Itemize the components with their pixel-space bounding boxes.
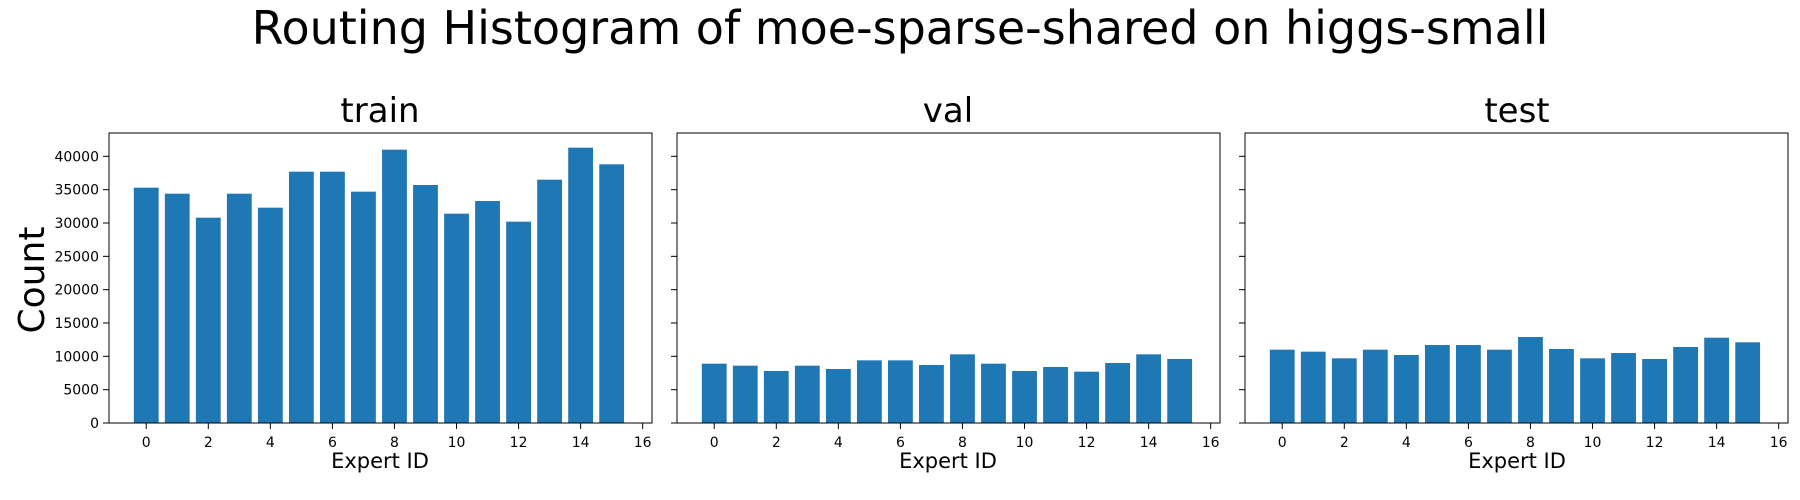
train-y-tick-label-15000: 15000 [54, 316, 99, 332]
figure-suptitle: Routing Histogram of moe-sparse-shared o… [252, 1, 1549, 55]
train-y-tick-label-20000: 20000 [54, 283, 99, 299]
train-bar-expert-1 [164, 193, 190, 423]
val-x-tick-label-10: 10 [1016, 435, 1034, 451]
val-x-tick-label-0: 0 [710, 435, 719, 451]
test-bar-expert-5 [1424, 345, 1450, 423]
val-bar-expert-0 [701, 363, 727, 423]
val-panel-title: val [923, 91, 973, 131]
train-bar-expert-2 [195, 217, 221, 423]
val-bar-expert-15 [1167, 359, 1193, 423]
val-bar-expert-6 [887, 360, 913, 423]
val-bar-expert-14 [1136, 354, 1162, 423]
train-bar-expert-7 [351, 191, 376, 423]
train-bar-expert-6 [319, 171, 345, 423]
test-bar-expert-6 [1455, 345, 1481, 423]
test-x-tick-label-0: 0 [1278, 435, 1287, 451]
val-x-tick-label-16: 16 [1202, 435, 1220, 451]
train-x-tick-label-8: 8 [390, 435, 399, 451]
test-bar-expert-15 [1735, 342, 1761, 423]
test-x-tick-label-14: 14 [1708, 435, 1726, 451]
train-y-tick-label-40000: 40000 [54, 149, 99, 165]
test-bar-expert-0 [1269, 349, 1295, 423]
train-bar-expert-0 [133, 187, 159, 423]
val-bar-expert-3 [794, 365, 820, 423]
train-x-tick-label-16: 16 [634, 435, 652, 451]
test-bar-expert-3 [1362, 349, 1388, 423]
train-bar-expert-15 [599, 164, 625, 423]
test-bar-expert-14 [1704, 337, 1730, 423]
test-bar-expert-7 [1487, 349, 1512, 423]
test-x-tick-label-4: 4 [1402, 435, 1411, 451]
train-bar-expert-10 [444, 213, 469, 423]
train-bar-expert-13 [537, 179, 563, 423]
train-y-tick-label-10000: 10000 [54, 349, 99, 365]
test-bar-expert-10 [1580, 358, 1605, 423]
val-x-tick-label-2: 2 [772, 435, 781, 451]
val-bar-expert-12 [1074, 371, 1099, 423]
test-x-tick-label-2: 2 [1340, 435, 1349, 451]
test-bar-expert-1 [1300, 351, 1326, 423]
val-bar-expert-4 [825, 369, 851, 423]
val-bar-expert-13 [1105, 363, 1131, 423]
train-bar-expert-14 [568, 147, 594, 424]
val-bar-expert-11 [1043, 367, 1068, 423]
test-bar-expert-8 [1518, 337, 1543, 423]
train-x-axis-label: Expert ID [331, 449, 429, 473]
y-axis-label: Count [12, 227, 53, 334]
test-bar-expert-12 [1642, 359, 1667, 423]
train-bar-expert-9 [413, 185, 438, 423]
train-panel-title: train [340, 91, 419, 131]
val-x-tick-label-4: 4 [834, 435, 843, 451]
train-y-tick-label-5000: 5000 [63, 383, 99, 399]
val-axes-frame [676, 132, 1221, 424]
test-x-tick-label-16: 16 [1770, 435, 1788, 451]
val-x-tick-label-8: 8 [958, 435, 967, 451]
test-bar-expert-11 [1611, 353, 1636, 423]
train-bar-expert-3 [226, 193, 252, 423]
train-x-tick-label-14: 14 [572, 435, 590, 451]
train-y-tick-label-25000: 25000 [54, 249, 99, 265]
train-x-tick-label-10: 10 [448, 435, 466, 451]
test-panel-title: test [1484, 91, 1549, 131]
train-x-tick-label-0: 0 [142, 435, 151, 451]
val-bar-expert-8 [950, 354, 975, 423]
train-x-tick-label-12: 12 [510, 435, 528, 451]
val-bar-expert-1 [732, 365, 758, 423]
test-panel: test Expert ID 0 2 4 6 8 10 12 14 16 [1239, 91, 1789, 473]
val-bar-expert-7 [919, 365, 944, 423]
test-bar-expert-9 [1549, 349, 1574, 423]
test-bar-expert-4 [1393, 355, 1419, 423]
test-bar-expert-2 [1331, 358, 1357, 423]
val-panel: val Expert ID 0 2 4 6 8 10 12 14 16 [671, 91, 1221, 473]
train-bar-expert-5 [288, 171, 314, 423]
train-bar-expert-11 [475, 201, 500, 423]
val-bar-expert-5 [856, 360, 882, 423]
train-panel: train Expert ID 0 2 4 6 8 10 12 14 16 0 5000 10000 1… [54, 91, 653, 473]
train-axes-frame [108, 132, 653, 424]
test-x-tick-label-12: 12 [1646, 435, 1664, 451]
val-bar-expert-2 [763, 371, 789, 423]
train-y-tick-label-35000: 35000 [54, 183, 99, 199]
test-x-axis-label: Expert ID [1468, 449, 1566, 473]
val-x-tick-label-14: 14 [1140, 435, 1158, 451]
train-bar-expert-12 [506, 221, 531, 423]
val-x-axis-label: Expert ID [899, 449, 997, 473]
test-axes-frame [1244, 132, 1789, 424]
train-bar-expert-4 [257, 207, 283, 423]
val-x-tick-label-6: 6 [896, 435, 905, 451]
val-bar-expert-9 [981, 363, 1006, 423]
train-x-tick-label-4: 4 [266, 435, 275, 451]
test-bar-expert-13 [1673, 347, 1699, 423]
test-x-tick-label-8: 8 [1526, 435, 1535, 451]
test-x-tick-label-10: 10 [1584, 435, 1602, 451]
test-x-tick-label-6: 6 [1464, 435, 1473, 451]
val-x-tick-label-12: 12 [1078, 435, 1096, 451]
train-x-tick-label-2: 2 [204, 435, 213, 451]
train-x-tick-label-6: 6 [328, 435, 337, 451]
train-bar-expert-8 [382, 149, 407, 424]
train-y-tick-label-30000: 30000 [54, 216, 99, 232]
val-bar-expert-10 [1012, 371, 1037, 423]
train-y-tick-label-0: 0 [90, 416, 99, 432]
